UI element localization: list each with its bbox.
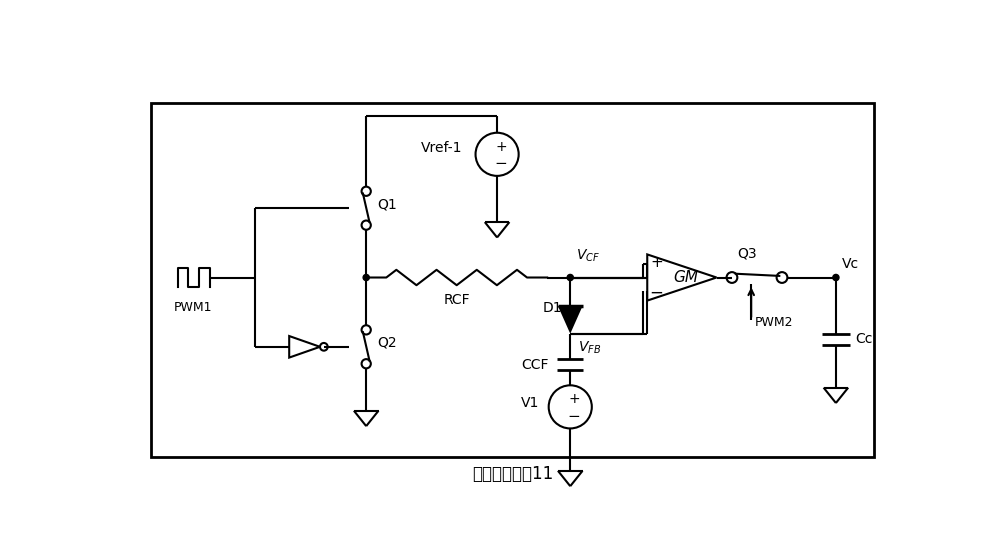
- Text: Q3: Q3: [738, 247, 757, 260]
- Text: D1: D1: [543, 301, 563, 315]
- Text: CCF: CCF: [521, 357, 549, 372]
- Circle shape: [567, 275, 573, 281]
- Text: Cc: Cc: [855, 332, 873, 346]
- Text: +: +: [650, 255, 663, 270]
- Text: PWM2: PWM2: [755, 316, 794, 329]
- Text: PWM1: PWM1: [174, 301, 212, 313]
- Text: Vc: Vc: [842, 258, 859, 271]
- Text: Vref-1: Vref-1: [421, 141, 462, 155]
- Text: Q1: Q1: [378, 197, 398, 212]
- Text: $V_{CF}$: $V_{CF}$: [576, 247, 600, 264]
- Text: GM: GM: [673, 270, 698, 285]
- Text: $V_{FB}$: $V_{FB}$: [578, 340, 601, 356]
- Text: RCF: RCF: [443, 293, 470, 307]
- Circle shape: [833, 275, 839, 281]
- Text: V1: V1: [521, 396, 539, 410]
- Text: +: +: [568, 392, 580, 406]
- Text: −: −: [650, 284, 663, 302]
- Circle shape: [363, 275, 369, 281]
- Text: +: +: [495, 140, 507, 153]
- Polygon shape: [558, 306, 583, 334]
- Text: −: −: [568, 409, 580, 424]
- Bar: [151, 102, 874, 457]
- Text: Q2: Q2: [378, 336, 397, 350]
- Text: 调光控制电路11: 调光控制电路11: [472, 465, 553, 483]
- Text: −: −: [495, 156, 507, 171]
